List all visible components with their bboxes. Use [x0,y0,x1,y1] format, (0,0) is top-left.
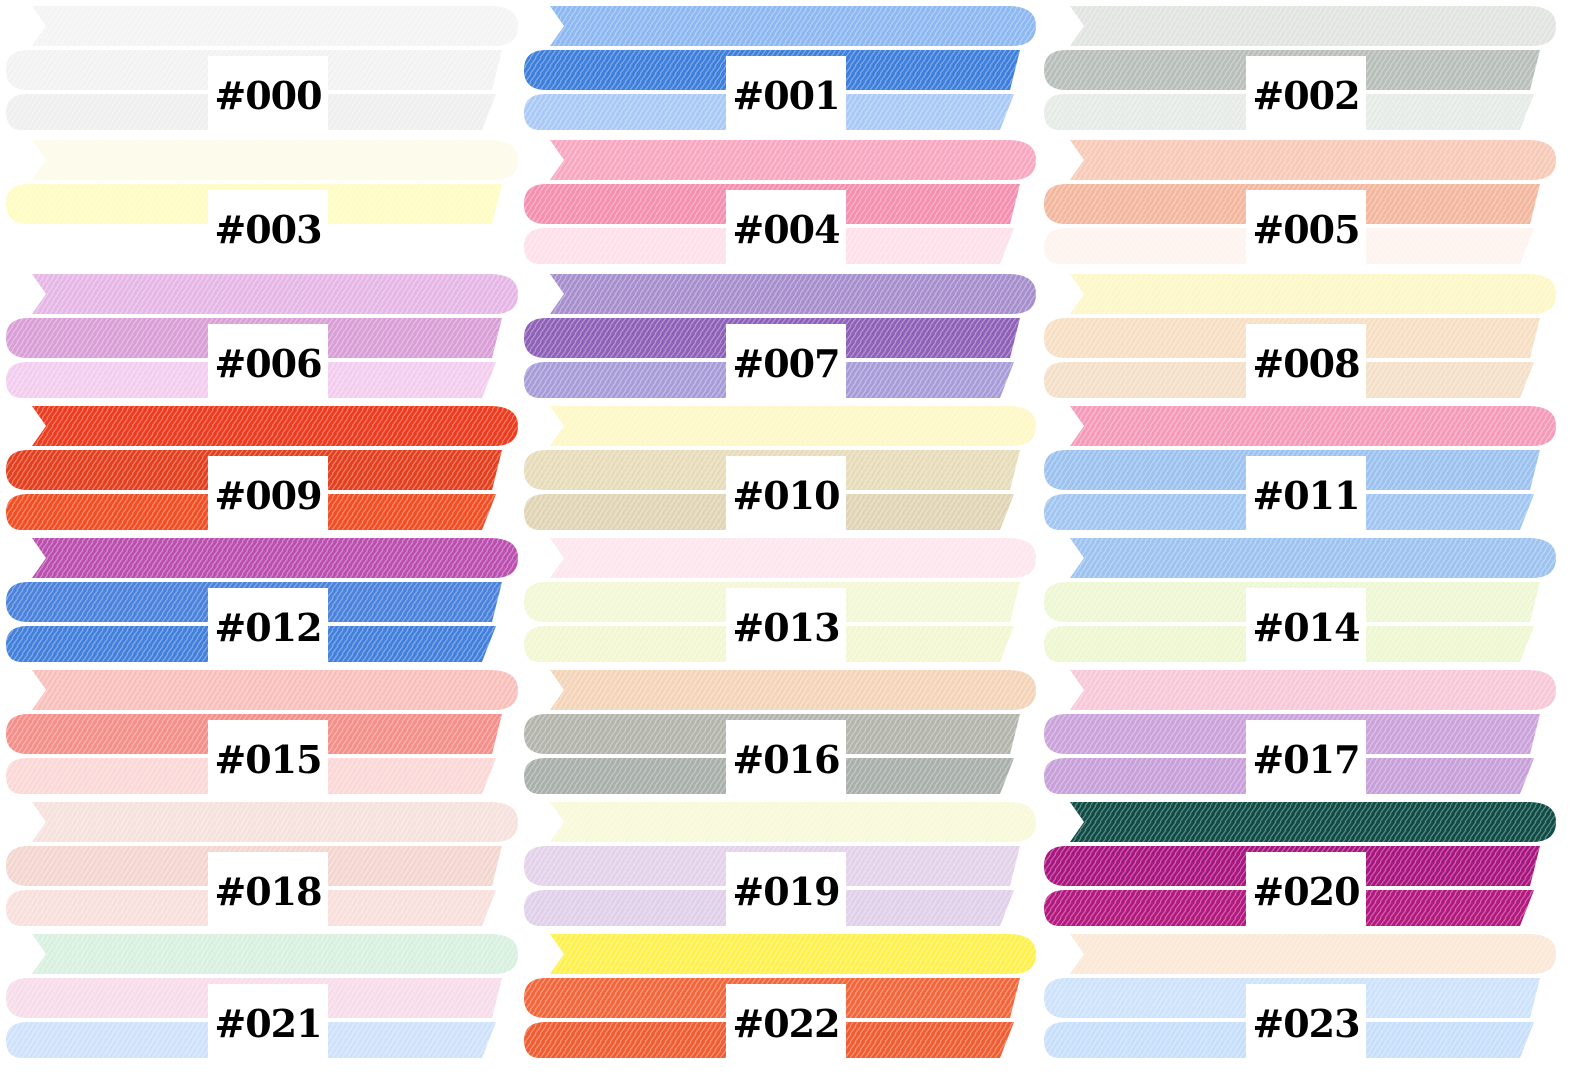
color-code-label: #001 [726,56,846,134]
color-code-label: #020 [1246,852,1366,930]
color-code-label: #012 [208,588,328,666]
color-code-label: #017 [1246,720,1366,798]
swatch-006: #006 [2,270,530,402]
swatch-019: #019 [520,798,1048,930]
swatch-005: #005 [1040,136,1568,268]
color-code-label: #009 [208,456,328,534]
color-code-label: #010 [726,456,846,534]
color-code-label: #008 [1246,324,1366,402]
swatch-018: #018 [2,798,530,930]
swatch-014: #014 [1040,534,1568,666]
swatch-012: #012 [2,534,530,666]
color-code-label: #007 [726,324,846,402]
swatch-020: #020 [1040,798,1568,930]
color-code-label: #014 [1246,588,1366,666]
color-code-label: #022 [726,984,846,1062]
color-code-label: #011 [1246,456,1366,534]
swatch-009: #009 [2,402,530,534]
thread-loop-image [1044,670,1556,794]
swatch-021: #021 [2,930,530,1062]
swatch-013: #013 [520,534,1048,666]
swatch-011: #011 [1040,402,1568,534]
swatch-008: #008 [1040,270,1568,402]
color-code-label: #005 [1246,190,1366,268]
swatch-023: #023 [1040,930,1568,1062]
swatch-002: #002 [1040,2,1568,134]
thread-loop-image [524,406,1036,530]
swatch-022: #022 [520,930,1048,1062]
thread-loop-image [6,670,518,794]
color-code-label: #000 [208,56,328,134]
color-code-label: #023 [1246,984,1366,1062]
color-code-label: #003 [208,190,328,268]
thread-loop-image [6,274,518,398]
swatch-004: #004 [520,136,1048,268]
thread-loop-image [1044,140,1556,264]
swatch-007: #007 [520,270,1048,402]
swatch-001: #001 [520,2,1048,134]
color-code-label: #002 [1246,56,1366,134]
color-code-label: #019 [726,852,846,930]
color-code-label: #021 [208,984,328,1062]
color-code-label: #013 [726,588,846,666]
color-code-label: #018 [208,852,328,930]
thread-loop-image [524,140,1036,264]
swatch-016: #016 [520,666,1048,798]
color-code-label: #016 [726,720,846,798]
swatch-017: #017 [1040,666,1568,798]
swatch-010: #010 [520,402,1048,534]
swatch-000: #000 [2,2,530,134]
color-code-label: #015 [208,720,328,798]
swatch-003: #003 [2,136,530,268]
swatch-015: #015 [2,666,530,798]
color-code-label: #006 [208,324,328,402]
color-code-label: #004 [726,190,846,268]
